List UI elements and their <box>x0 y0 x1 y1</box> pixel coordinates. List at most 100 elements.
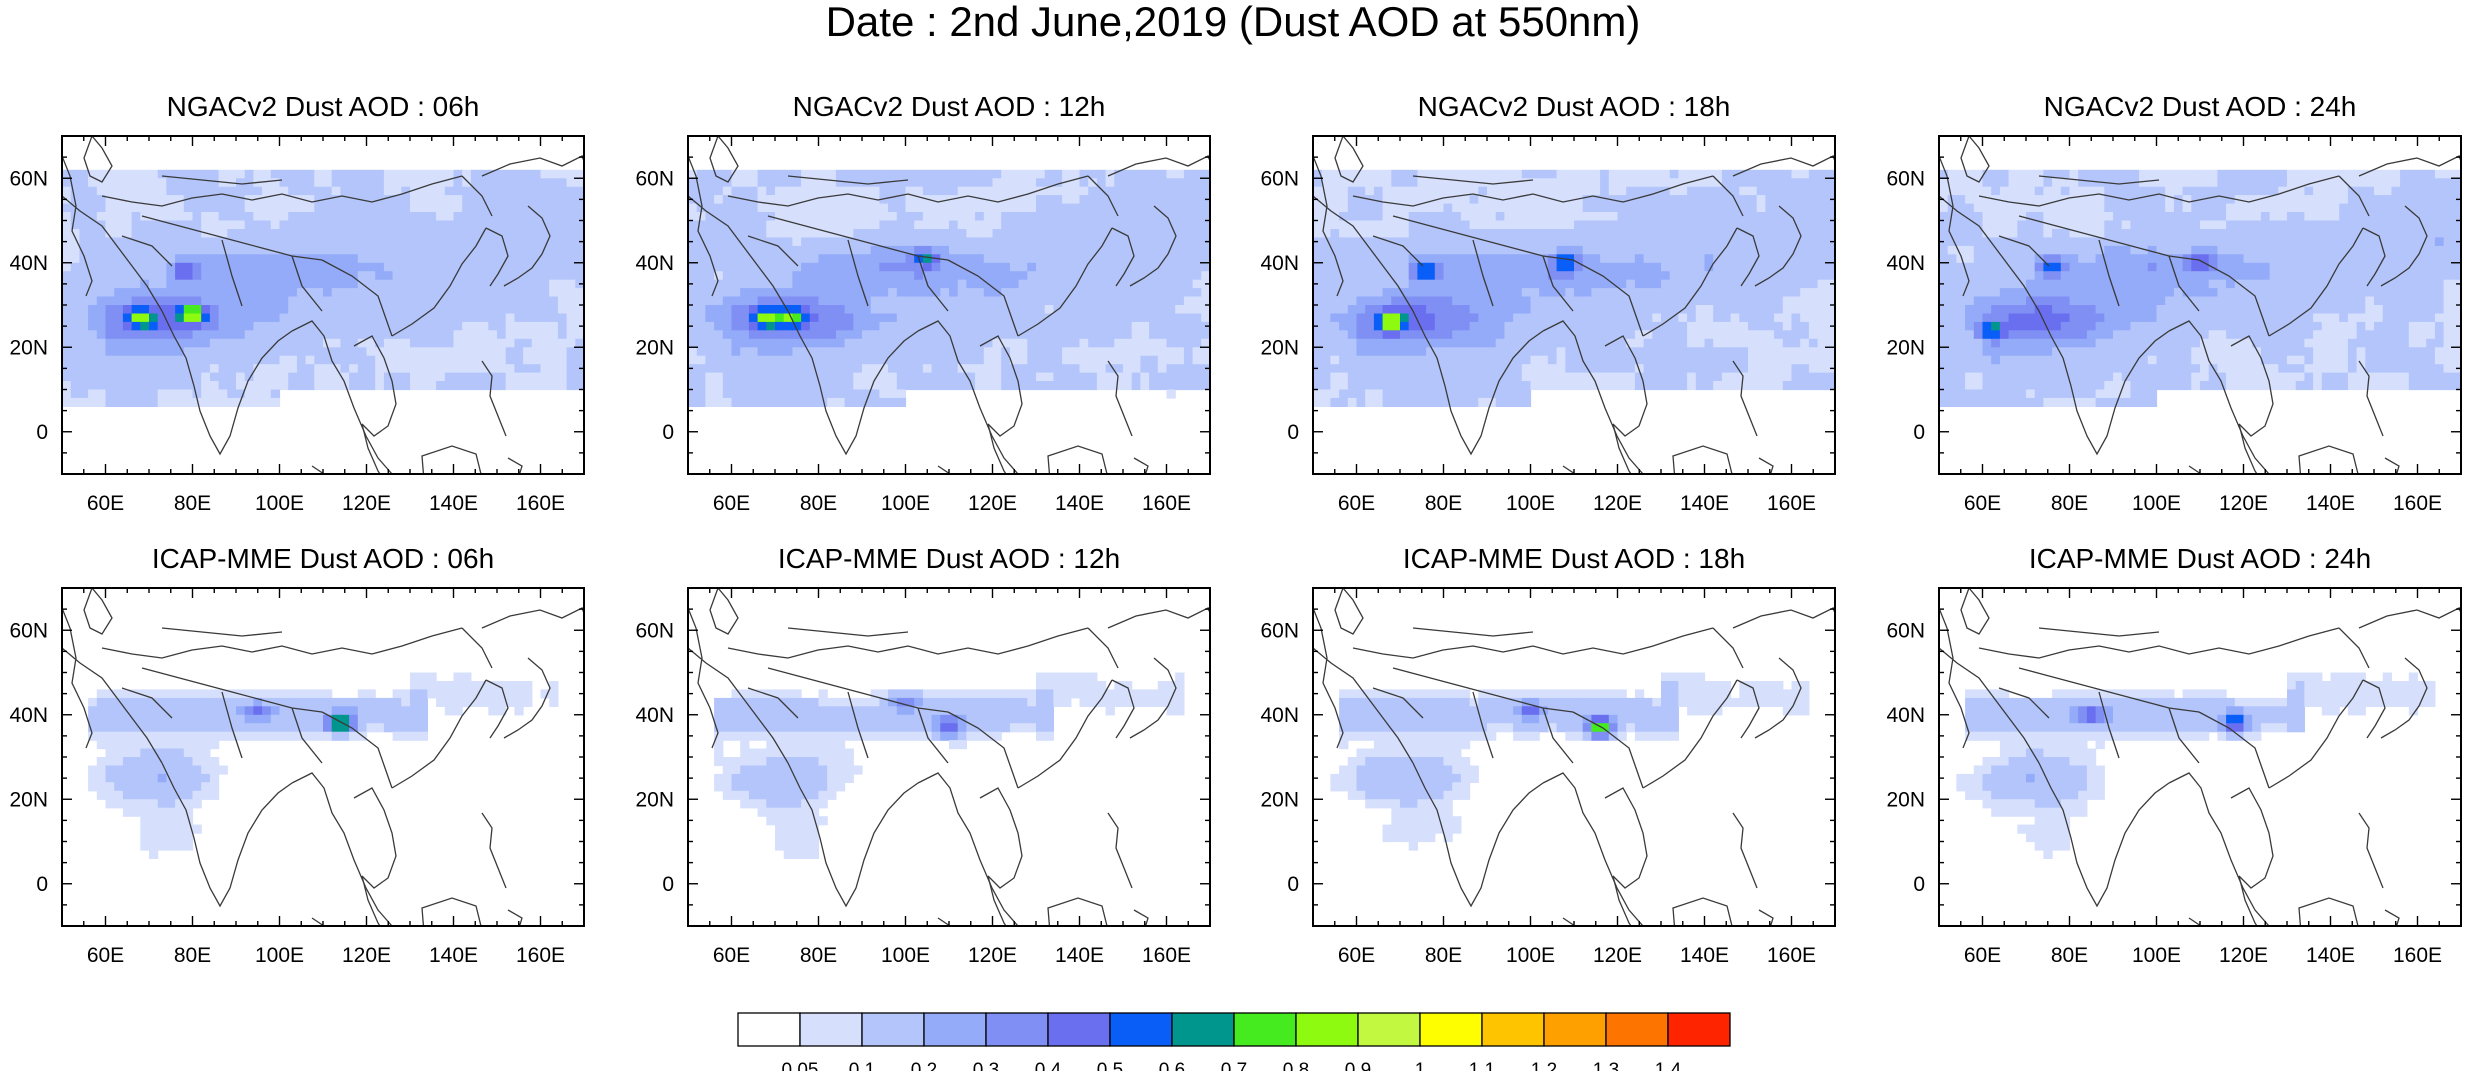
figure-title: Date : 2nd June,2019 (Dust AOD at 550nm) <box>825 0 1641 45</box>
aod-field <box>714 672 1185 859</box>
aod-field <box>1330 672 1810 851</box>
lon-tick-label: 160E <box>516 944 565 967</box>
colorbar-label: 1.1 <box>1469 1060 1495 1071</box>
lon-tick-label: 80E <box>800 944 837 967</box>
lon-tick-label: 120E <box>342 492 391 515</box>
lat-tick-label: 20N <box>1260 336 1299 359</box>
lon-tick-label: 80E <box>800 492 837 515</box>
lat-tick-label: 60N <box>1886 619 1925 642</box>
lat-tick-label: 20N <box>1260 788 1299 811</box>
lon-tick-label: 160E <box>1767 944 1816 967</box>
colorbar-swatch <box>1109 1012 1173 1047</box>
colorbar-label: 0.9 <box>1345 1060 1371 1071</box>
lon-tick-label: 100E <box>1506 944 1555 967</box>
lat-tick-label: 40N <box>635 252 674 275</box>
colorbar-label: 0.1 <box>849 1060 875 1071</box>
lat-tick-label: 60N <box>1260 167 1299 190</box>
colorbar-swatch <box>923 1012 987 1047</box>
lon-tick-label: 100E <box>881 492 930 515</box>
map-panel: ICAP-MME Dust AOD : 18h 60E 80E 100E 120E 140… <box>1260 543 1836 967</box>
panel-title: ICAP-MME Dust AOD : 18h <box>1403 543 1745 574</box>
colorbar-label: 0.6 <box>1159 1060 1185 1071</box>
lat-tick-label: 0 <box>36 421 48 444</box>
colorbar-label: 0.7 <box>1221 1060 1247 1071</box>
lon-tick-label: 160E <box>1142 944 1191 967</box>
colorbar-swatch <box>1233 1012 1297 1047</box>
lon-tick-label: 100E <box>2132 492 2181 515</box>
map-panel: NGACv2 Dust AOD : 12h 60E 80E 100E 120E 140E 1… <box>635 91 1211 515</box>
lon-tick-label: 160E <box>2393 944 2442 967</box>
lon-tick-label: 80E <box>2051 492 2088 515</box>
colorbar-swatch <box>1667 1012 1731 1047</box>
lon-tick-label: 120E <box>342 944 391 967</box>
colorbar-swatch <box>1295 1012 1359 1047</box>
lat-tick-label: 20N <box>635 788 674 811</box>
lat-tick-label: 0 <box>662 421 674 444</box>
map-panel: NGACv2 Dust AOD : 18h 60E 80E 100E 120E 140E 1… <box>1260 91 1836 515</box>
colorbar-label: 0.2 <box>911 1060 937 1071</box>
lon-tick-label: 120E <box>968 492 1017 515</box>
lat-tick-label: 0 <box>1913 421 1925 444</box>
lon-tick-label: 100E <box>1506 492 1555 515</box>
lon-tick-label: 60E <box>1964 944 2001 967</box>
colorbar-swatch <box>1605 1012 1669 1047</box>
panel-title: ICAP-MME Dust AOD : 24h <box>2029 543 2371 574</box>
lat-tick-label: 0 <box>1913 873 1925 896</box>
lon-tick-label: 60E <box>713 944 750 967</box>
colorbar-swatch <box>1543 1012 1607 1047</box>
colorbar-swatch <box>737 1012 801 1047</box>
map-panel: ICAP-MME Dust AOD : 12h 60E 80E 100E 120E 140… <box>635 543 1211 967</box>
lat-tick-label: 20N <box>9 788 48 811</box>
lat-tick-label: 20N <box>1886 336 1925 359</box>
aod-field <box>88 672 559 859</box>
lon-tick-label: 60E <box>1964 492 2001 515</box>
lon-tick-label: 100E <box>881 944 930 967</box>
panel-title: NGACv2 Dust AOD : 12h <box>793 91 1106 122</box>
lon-tick-label: 80E <box>1425 944 1462 967</box>
lon-tick-label: 140E <box>1680 492 1729 515</box>
lon-tick-label: 140E <box>1680 944 1729 967</box>
lon-tick-label: 100E <box>255 944 304 967</box>
colorbar: 0.05 0.1 0.2 0.3 0.4 0.5 0.6 0.7 0.8 0.9 1 1.1 1.2 1.… <box>737 1012 1731 1071</box>
colorbar-label: 0.05 <box>782 1060 819 1071</box>
lat-tick-label: 60N <box>1886 167 1925 190</box>
map-panel: NGACv2 Dust AOD : 24h 60E 80E 100E 120E 140E 1… <box>1886 91 2462 515</box>
lon-tick-label: 60E <box>713 492 750 515</box>
colorbar-swatch <box>1419 1012 1483 1047</box>
lon-tick-label: 120E <box>2219 492 2268 515</box>
lat-tick-label: 60N <box>635 167 674 190</box>
colorbar-label: 1 <box>1415 1060 1426 1071</box>
lat-tick-label: 0 <box>1287 421 1299 444</box>
lat-tick-label: 60N <box>635 619 674 642</box>
colorbar-swatch <box>1481 1012 1545 1047</box>
lat-tick-label: 0 <box>1287 873 1299 896</box>
map-panel: ICAP-MME Dust AOD : 24h 60E 80E 100E 120E 140… <box>1886 543 2462 967</box>
colorbar-swatch <box>1047 1012 1111 1047</box>
panel-title: NGACv2 Dust AOD : 24h <box>2044 91 2357 122</box>
lon-tick-label: 60E <box>87 944 124 967</box>
lon-tick-label: 60E <box>1338 944 1375 967</box>
lon-tick-label: 80E <box>174 492 211 515</box>
lon-tick-label: 160E <box>1767 492 1816 515</box>
lon-tick-label: 80E <box>2051 944 2088 967</box>
aod-field <box>1939 169 2461 407</box>
lon-tick-label: 80E <box>174 944 211 967</box>
lon-tick-label: 120E <box>1593 944 1642 967</box>
colorbar-swatch <box>1357 1012 1421 1047</box>
lon-tick-label: 100E <box>2132 944 2181 967</box>
lon-tick-label: 140E <box>1055 492 1104 515</box>
lon-tick-label: 120E <box>968 944 1017 967</box>
aod-field <box>1956 672 2436 859</box>
lon-tick-label: 60E <box>87 492 124 515</box>
panel-title: ICAP-MME Dust AOD : 12h <box>778 543 1120 574</box>
lon-tick-label: 60E <box>1338 492 1375 515</box>
lon-tick-label: 140E <box>429 492 478 515</box>
colorbar-swatch <box>799 1012 863 1047</box>
lat-tick-label: 40N <box>1886 704 1925 727</box>
map-panel: ICAP-MME Dust AOD : 06h 60E 80E 100E 120E 140… <box>9 543 585 967</box>
lat-tick-label: 40N <box>1260 704 1299 727</box>
colorbar-swatch <box>985 1012 1049 1047</box>
panel-title: NGACv2 Dust AOD : 18h <box>1418 91 1731 122</box>
lat-tick-label: 0 <box>662 873 674 896</box>
